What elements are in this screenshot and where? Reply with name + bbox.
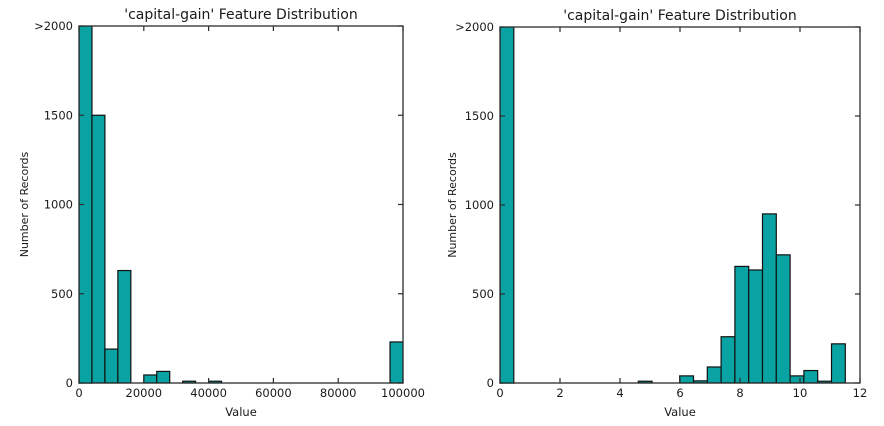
x-tick-label: 2 (556, 386, 563, 400)
histogram-bar (775, 254, 791, 384)
x-tick-label: 6 (676, 386, 683, 400)
y-axis-label: Number of Records (446, 152, 459, 258)
y-tick-label: 1000 (465, 198, 494, 212)
bars-group (78, 26, 404, 384)
chart-panel-raw-distribution: 0 20000 40000 60000 80000 100000 0 500 1000 1500 >… (18, 7, 425, 419)
histogram-bar (117, 269, 132, 384)
x-tick-label: 12 (853, 386, 868, 400)
x-axis-label: Value (225, 405, 257, 419)
histogram-bar (761, 213, 777, 384)
histogram-bar (748, 269, 764, 384)
x-tick-label: 60000 (255, 386, 292, 400)
histogram-svg: 0 20000 40000 60000 80000 100000 0 500 1000 1500 >… (18, 7, 425, 419)
axes-frame (499, 26, 861, 384)
histogram-bar (789, 375, 805, 384)
y-tick-label: 500 (472, 287, 494, 301)
histogram-svg: 0 2 4 6 8 10 12 0 500 1000 1500 >2000 'capital-gain'… (446, 8, 868, 419)
x-tick-label: 100000 (381, 386, 425, 400)
histogram-bar (104, 348, 119, 384)
histogram-bar (389, 341, 404, 384)
y-tick-label: >2000 (455, 20, 494, 34)
histogram-bar (679, 375, 695, 384)
y-tick-label: 0 (487, 376, 494, 390)
y-tick-label: 500 (51, 287, 73, 301)
x-tick-label: 10 (793, 386, 808, 400)
x-tick-label: 4 (616, 386, 623, 400)
x-tick-label: 0 (496, 386, 503, 400)
histogram-bar (706, 366, 722, 384)
bars-group (499, 27, 846, 384)
histogram-bar (91, 114, 106, 384)
y-tick-label: 1500 (44, 108, 73, 122)
histogram-bar (156, 370, 171, 384)
x-axis-label: Value (664, 405, 696, 419)
x-tick-label: 20000 (126, 386, 163, 400)
y-tick-label: >2000 (34, 19, 73, 33)
y-tick-label: 1500 (465, 109, 494, 123)
chart-title: 'capital-gain' Feature Distribution (563, 8, 796, 24)
histogram-bar (143, 374, 158, 384)
histogram-bar (803, 369, 819, 384)
y-tick-label: 1000 (44, 198, 73, 212)
x-tick-label: 0 (75, 386, 82, 400)
chart-title: 'capital-gain' Feature Distribution (124, 7, 357, 23)
histogram-bar (830, 343, 846, 384)
x-tick-label: 40000 (190, 386, 227, 400)
x-tick-label: 80000 (320, 386, 357, 400)
chart-panel-log-distribution: 0 2 4 6 8 10 12 0 500 1000 1500 >2000 'capital-gain'… (442, 0, 884, 426)
y-tick-label: 0 (66, 376, 73, 390)
histogram-bar (734, 265, 750, 384)
y-axis-label: Number of Records (18, 151, 31, 257)
histogram-bar (720, 336, 736, 384)
x-tick-label: 8 (736, 386, 743, 400)
